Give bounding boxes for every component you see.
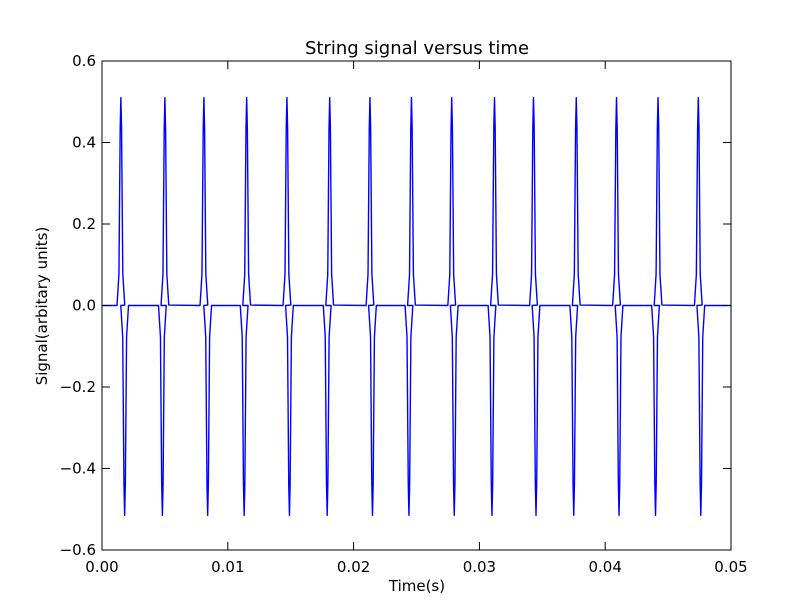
y-tick-label: −0.4 xyxy=(60,460,96,478)
y-tick-label: 0.4 xyxy=(72,134,96,152)
x-tick-label: 0.01 xyxy=(211,558,244,576)
x-axis-label: Time(s) xyxy=(388,577,445,595)
y-tick-label: 0.0 xyxy=(72,297,96,315)
y-axis-ticks: −0.6 −0.4 −0.2 0.0 0.2 0.4 0.6 xyxy=(60,52,731,559)
y-tick-label: 0.6 xyxy=(72,52,96,70)
x-tick-label: 0.03 xyxy=(463,558,496,576)
x-tick-label: 0.00 xyxy=(85,558,118,576)
x-axis-ticks: 0.00 0.01 0.02 0.03 0.04 0.05 xyxy=(85,61,748,576)
x-tick-label: 0.05 xyxy=(714,558,747,576)
y-tick-label: −0.6 xyxy=(60,541,96,559)
y-tick-label: 0.2 xyxy=(72,215,96,233)
x-tick-label: 0.04 xyxy=(588,558,621,576)
y-tick-label: −0.2 xyxy=(60,378,96,396)
signal-line xyxy=(102,96,731,517)
y-axis-label: Signal(arbitary units) xyxy=(33,227,51,386)
chart-title: String signal versus time xyxy=(305,38,529,59)
x-tick-label: 0.02 xyxy=(337,558,370,576)
